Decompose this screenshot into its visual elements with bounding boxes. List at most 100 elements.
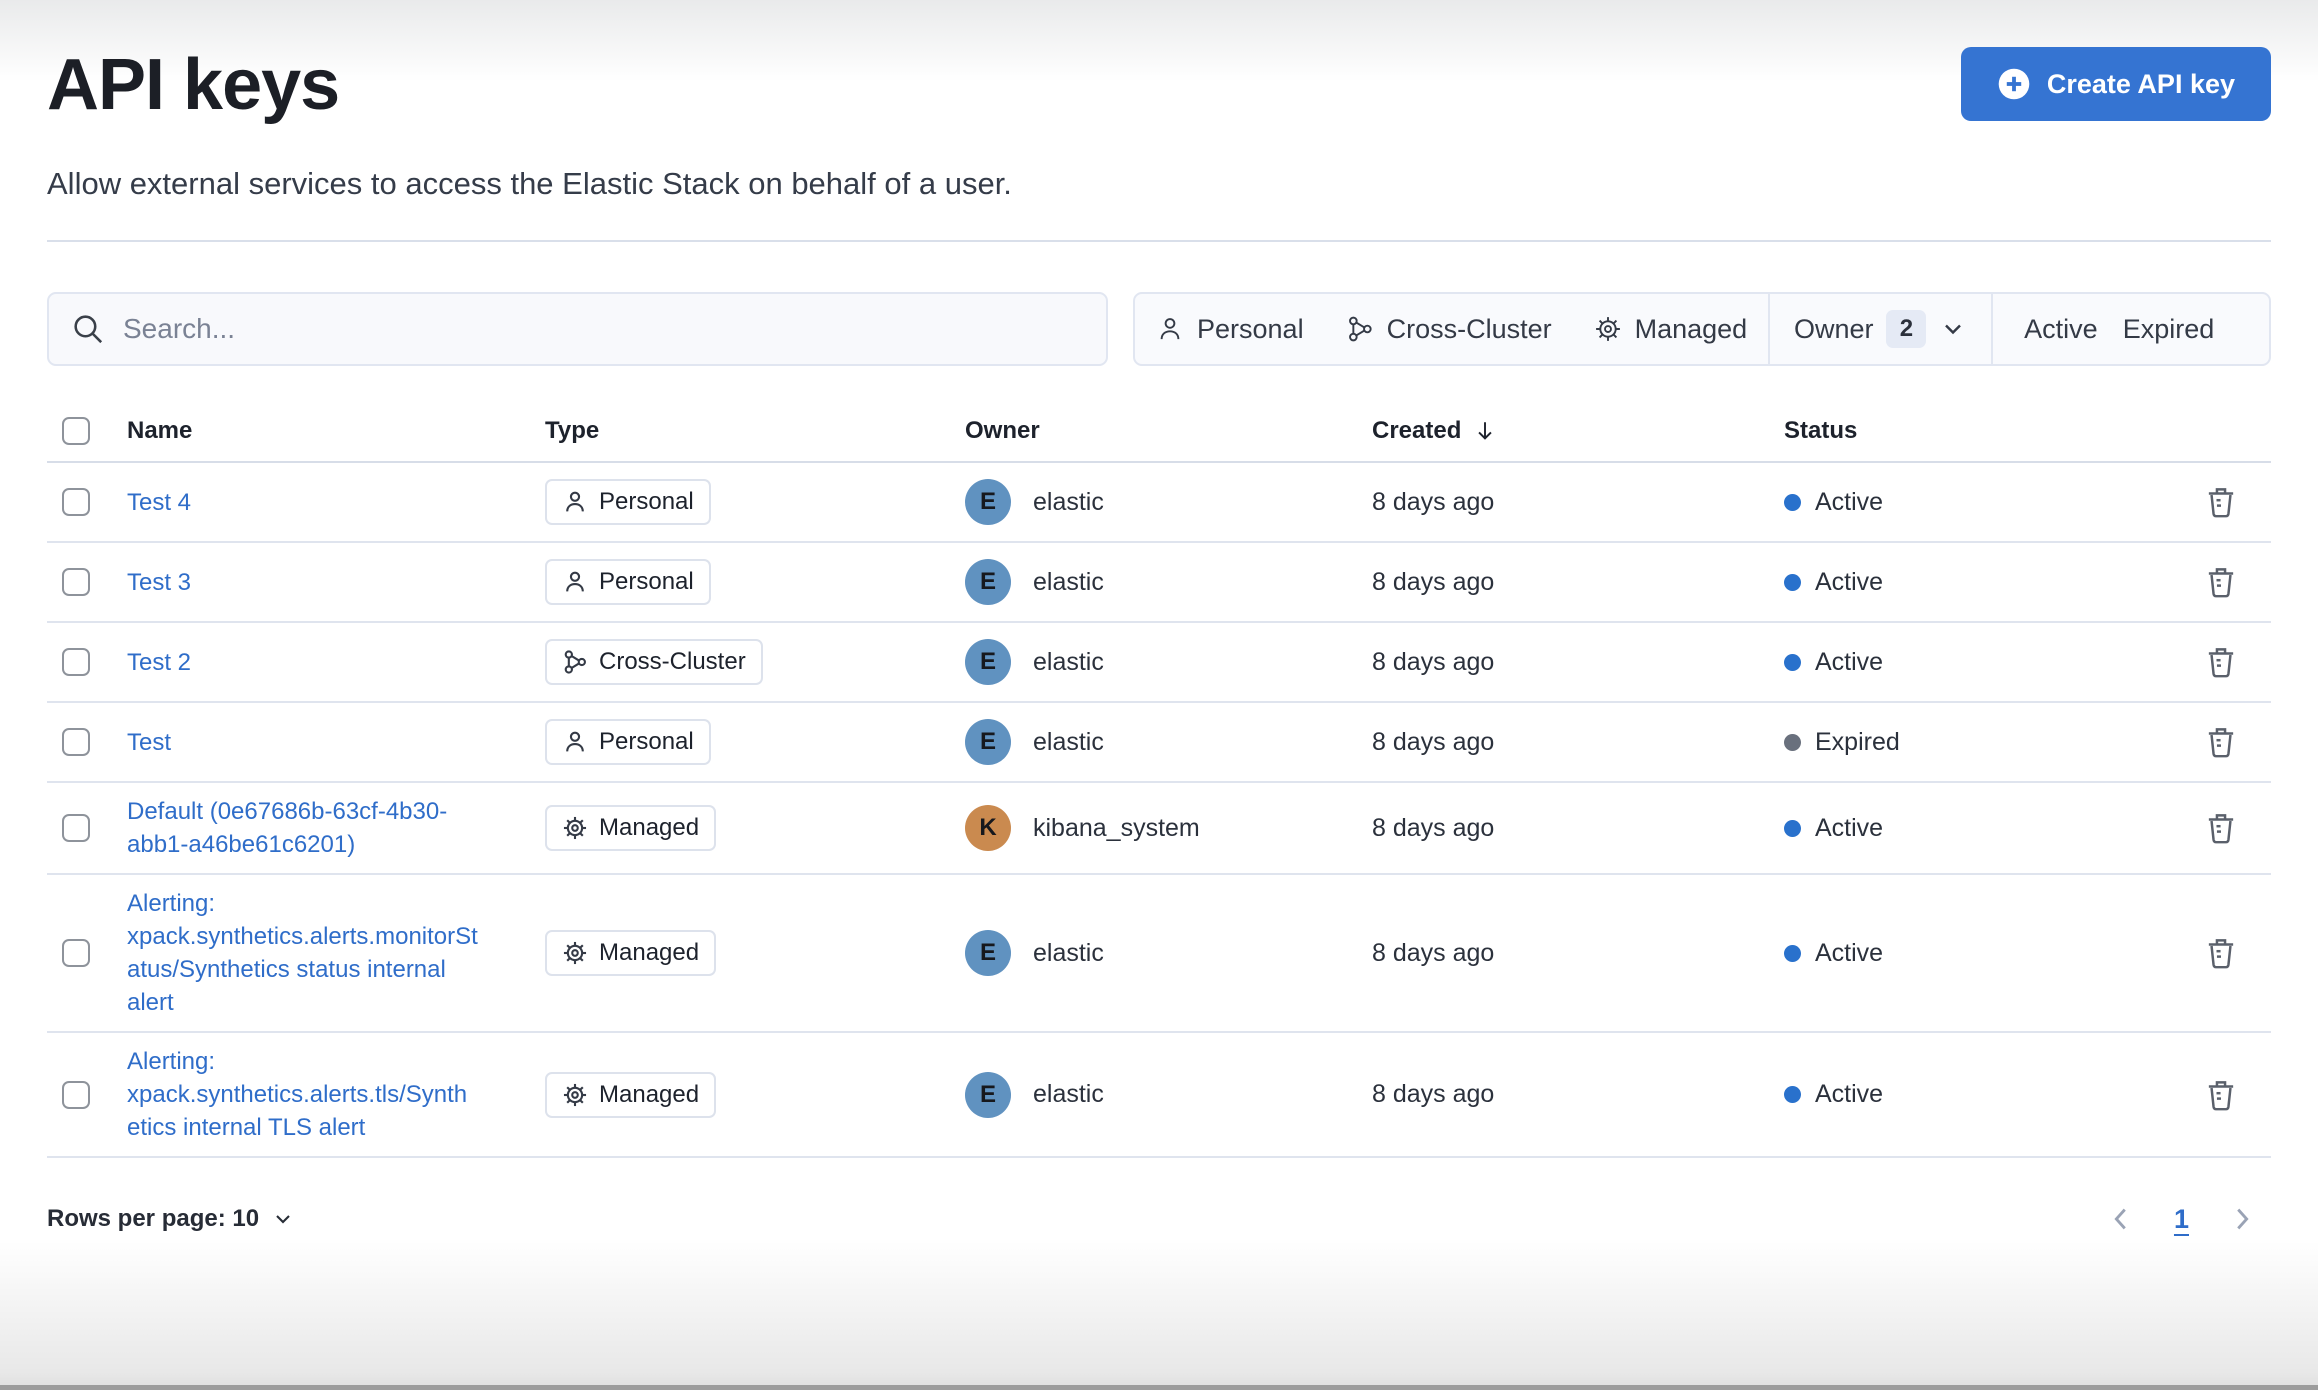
rows-per-page-label: Rows per page: 10: [47, 1205, 260, 1232]
api-key-name-link[interactable]: Alerting: xpack.synthetics.alerts.monito…: [127, 890, 478, 1016]
row-checkbox[interactable]: [62, 568, 90, 596]
previous-page-button[interactable]: [2102, 1200, 2140, 1238]
delete-api-key-button[interactable]: [2199, 480, 2243, 524]
gear-icon: [562, 815, 588, 841]
rows-per-page-button[interactable]: Rows per page: 10: [47, 1205, 295, 1233]
row-checkbox[interactable]: [62, 728, 90, 756]
type-badge-label: Cross-Cluster: [599, 648, 746, 675]
row-checkbox[interactable]: [62, 1080, 90, 1109]
trash-icon: [2203, 644, 2239, 680]
table-row: Alerting: xpack.synthetics.alerts.monito…: [47, 875, 2271, 1033]
delete-api-key-button[interactable]: [2199, 560, 2243, 604]
pagination: 1: [2102, 1200, 2271, 1238]
status-cell: Active: [1784, 648, 2198, 677]
next-page-button[interactable]: [2223, 1200, 2261, 1238]
api-key-name-link[interactable]: Test 2: [127, 648, 192, 676]
owner-name: elastic: [1033, 567, 1104, 596]
type-badge: Personal: [545, 719, 711, 765]
trash-icon: [2203, 935, 2239, 971]
type-badge-label: Managed: [599, 814, 700, 841]
gear-icon: [562, 1082, 588, 1108]
delete-api-key-button[interactable]: [2199, 640, 2243, 684]
column-header-type[interactable]: Type: [545, 417, 600, 444]
chevron-down-icon: [271, 1207, 295, 1231]
api-key-name-link[interactable]: Alerting: xpack.synthetics.alerts.tls/Sy…: [127, 1048, 468, 1141]
toolbar: Personal Cross-Cluster: [47, 292, 2271, 366]
api-key-name-link[interactable]: Test 4: [127, 488, 192, 516]
cluster-icon: [1346, 315, 1374, 343]
filter-managed-label: Managed: [1634, 313, 1748, 344]
owner-name: kibana_system: [1033, 813, 1200, 842]
status-label: Active: [1815, 1080, 1884, 1108]
status-cell: Active: [1784, 939, 2198, 968]
table-row: Test Personal E elastic 8 days ago Expir…: [47, 703, 2271, 783]
status-dot-icon: [1784, 944, 1801, 962]
search-input[interactable]: [123, 313, 1084, 345]
created-cell: 8 days ago: [1372, 938, 1495, 967]
chevron-down-icon: [1939, 315, 1967, 343]
filter-owner[interactable]: Owner 2: [1773, 294, 1989, 364]
row-checkbox[interactable]: [62, 814, 90, 842]
filter-active[interactable]: Active: [2003, 294, 2119, 364]
gear-icon: [1594, 315, 1622, 343]
owner-avatar: E: [965, 559, 1011, 605]
api-key-name-link[interactable]: Test 3: [127, 568, 192, 596]
status-cell: Active: [1784, 488, 2198, 517]
filter-active-label: Active: [2024, 313, 2098, 344]
filter-divider: [1768, 294, 1771, 364]
gear-icon: [562, 940, 588, 966]
trash-icon: [2203, 810, 2239, 846]
trash-icon: [2203, 724, 2239, 760]
column-header-name[interactable]: Name: [127, 417, 193, 444]
created-cell: 8 days ago: [1372, 813, 1495, 842]
type-badge-label: Managed: [599, 1080, 700, 1108]
filter-cross-cluster[interactable]: Cross-Cluster: [1325, 294, 1573, 364]
delete-api-key-button[interactable]: [2199, 806, 2243, 850]
bottom-edge: [0, 1385, 2318, 1390]
status-dot-icon: [1784, 573, 1801, 591]
status-label: Active: [1815, 647, 1884, 676]
column-header-created[interactable]: Created: [1372, 417, 1784, 445]
owner-avatar: K: [965, 805, 1011, 851]
filter-managed[interactable]: Managed: [1573, 294, 1769, 364]
type-badge-label: Personal: [599, 488, 694, 515]
trash-icon: [2203, 484, 2239, 520]
search-box: [47, 292, 1108, 366]
create-api-key-button[interactable]: Create API key: [1960, 47, 2271, 121]
row-checkbox[interactable]: [62, 648, 90, 676]
created-cell: 8 days ago: [1372, 727, 1495, 756]
status-cell: Active: [1784, 814, 2198, 843]
table-row: Default (0e67686b-63cf-4b30-abb1-a46be61…: [47, 783, 2271, 875]
api-key-name-link[interactable]: Default (0e67686b-63cf-4b30-abb1-a46be61…: [127, 798, 448, 858]
type-badge: Managed: [545, 1071, 717, 1118]
create-api-key-label: Create API key: [2046, 68, 2235, 99]
owner-count-badge: 2: [1886, 310, 1927, 348]
owner-name: elastic: [1033, 727, 1104, 756]
filter-expired[interactable]: Expired: [2119, 294, 2236, 364]
table-footer: Rows per page: 10 1: [47, 1200, 2271, 1238]
page-number-1[interactable]: 1: [2173, 1203, 2189, 1234]
status-label: Expired: [1815, 727, 1900, 756]
row-checkbox[interactable]: [62, 488, 90, 516]
sort-desc-icon: [1471, 417, 1499, 445]
page-title: API keys: [47, 45, 340, 125]
api-key-name-link[interactable]: Test: [127, 728, 172, 756]
table-body: Test 4 Personal E elastic 8 days ago Act…: [47, 463, 2271, 1158]
created-cell: 8 days ago: [1372, 567, 1495, 596]
status-label: Active: [1815, 813, 1884, 842]
column-header-owner[interactable]: Owner: [965, 417, 1040, 444]
row-checkbox[interactable]: [62, 939, 90, 967]
owner-name: elastic: [1033, 938, 1104, 967]
delete-api-key-button[interactable]: [2199, 1073, 2243, 1117]
user-icon: [562, 729, 588, 755]
trash-icon: [2203, 1077, 2239, 1113]
table-row: Test 3 Personal E elastic 8 days ago Act…: [47, 543, 2271, 623]
filter-personal[interactable]: Personal: [1135, 294, 1325, 364]
select-all-checkbox[interactable]: [62, 417, 90, 445]
owner-avatar: E: [965, 719, 1011, 765]
delete-api-key-button[interactable]: [2199, 720, 2243, 764]
status-label: Active: [1815, 487, 1884, 516]
header-divider: [47, 240, 2271, 242]
column-header-status[interactable]: Status: [1784, 417, 1858, 444]
delete-api-key-button[interactable]: [2199, 931, 2243, 975]
